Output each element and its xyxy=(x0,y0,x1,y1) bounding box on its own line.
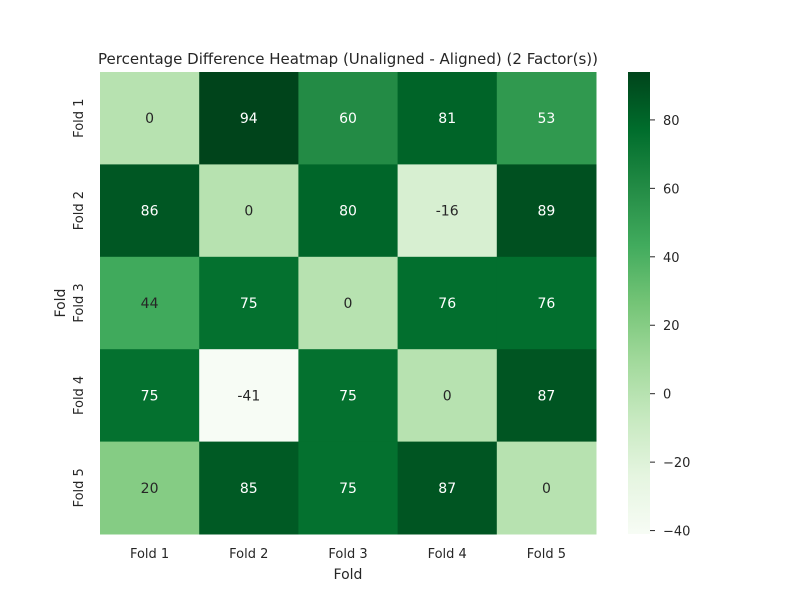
heatmap-cell xyxy=(298,441,399,535)
y-axis-ticks: Fold 1 Fold 2 Fold 3 Fold 4 Fold 5 xyxy=(72,99,87,508)
y-tick-label: Fold 1 xyxy=(72,99,87,138)
cell-value-label: 20 xyxy=(141,481,159,497)
heatmap-cell xyxy=(199,72,299,165)
heatmap-cell xyxy=(199,349,299,443)
cell-value-label: 75 xyxy=(240,296,258,312)
cell-value-label: 87 xyxy=(537,388,555,404)
x-axis-ticks: Fold 1 Fold 2 Fold 3 Fold 4 Fold 5 xyxy=(130,547,566,562)
heatmap-cell xyxy=(199,164,299,258)
colorbar xyxy=(628,72,650,534)
cell-value-label: 86 xyxy=(141,204,159,220)
y-tick-label: Fold 3 xyxy=(72,283,87,322)
cell-value-label: 0 xyxy=(244,204,253,220)
heatmap-cell xyxy=(199,256,299,350)
cell-value-label: 80 xyxy=(339,204,357,220)
cell-value-label: 53 xyxy=(537,111,555,127)
x-tick-label: Fold 4 xyxy=(428,547,467,562)
heatmap-cells: 0 94 60 81 53 86 0 80 -16 89 44 75 0 76 76 75 -41 75 0 87 20… xyxy=(100,72,597,535)
cell-value-label: 89 xyxy=(537,204,555,220)
cell-value-label: -41 xyxy=(237,388,260,404)
cell-value-label: 0 xyxy=(443,388,452,404)
heatmap-cell xyxy=(397,256,498,350)
cell-value-label: 0 xyxy=(344,296,353,312)
y-tick-label: Fold 2 xyxy=(72,191,87,230)
heatmap-cell xyxy=(100,256,200,350)
colorbar-tick-label: −40 xyxy=(663,525,690,540)
heatmap-cell xyxy=(397,164,498,258)
cell-value-label: 76 xyxy=(438,296,456,312)
cell-value-label: 94 xyxy=(240,111,258,127)
cell-value-label: 85 xyxy=(240,481,258,497)
heatmap-cell xyxy=(199,441,299,535)
chart-title: Percentage Difference Heatmap (Unaligned… xyxy=(98,50,598,68)
cell-value-label: -16 xyxy=(436,204,459,220)
colorbar-tick-label: 0 xyxy=(663,388,671,403)
heatmap-cell xyxy=(496,164,597,258)
x-tick-label: Fold 2 xyxy=(229,547,268,562)
cell-value-label: 75 xyxy=(141,388,159,404)
heatmap-cell xyxy=(298,256,399,350)
y-tick-label: Fold 5 xyxy=(72,468,87,507)
cell-value-label: 75 xyxy=(339,388,357,404)
cell-value-label: 76 xyxy=(537,296,555,312)
colorbar-ticks: −40 −20 0 20 40 60 80 xyxy=(650,114,690,540)
cell-value-label: 0 xyxy=(145,111,154,127)
heatmap-cell xyxy=(496,72,597,165)
heatmap-cell xyxy=(496,256,597,350)
heatmap-cell xyxy=(496,349,597,443)
cell-value-label: 75 xyxy=(339,481,357,497)
heatmap-cell xyxy=(397,72,498,165)
colorbar-tick-label: −20 xyxy=(663,456,690,471)
x-tick-label: Fold 1 xyxy=(130,547,169,562)
cell-value-label: 60 xyxy=(339,111,357,127)
cell-value-label: 0 xyxy=(542,481,551,497)
heatmap-cell xyxy=(298,349,399,443)
heatmap-cell xyxy=(397,441,498,535)
y-tick-label: Fold 4 xyxy=(72,376,87,415)
x-axis-label: Fold xyxy=(334,567,363,583)
heatmap-cell xyxy=(298,72,399,165)
heatmap-cell xyxy=(298,164,399,258)
colorbar-tick-label: 40 xyxy=(663,251,680,266)
x-tick-label: Fold 5 xyxy=(527,547,566,562)
cell-value-label: 81 xyxy=(438,111,456,127)
heatmap-cell xyxy=(100,441,200,535)
heatmap-cell xyxy=(397,349,498,443)
colorbar-tick-label: 20 xyxy=(663,319,680,334)
heatmap-cell xyxy=(100,349,200,443)
colorbar-tick-label: 80 xyxy=(663,114,680,129)
heatmap-cell xyxy=(100,72,200,165)
cell-value-label: 87 xyxy=(438,481,456,497)
cell-value-label: 44 xyxy=(141,296,159,312)
y-axis-label: Fold xyxy=(53,289,69,318)
colorbar-tick-label: 60 xyxy=(663,182,680,197)
x-tick-label: Fold 3 xyxy=(328,547,367,562)
heatmap-cell xyxy=(100,164,200,258)
heatmap-cell xyxy=(496,441,597,535)
